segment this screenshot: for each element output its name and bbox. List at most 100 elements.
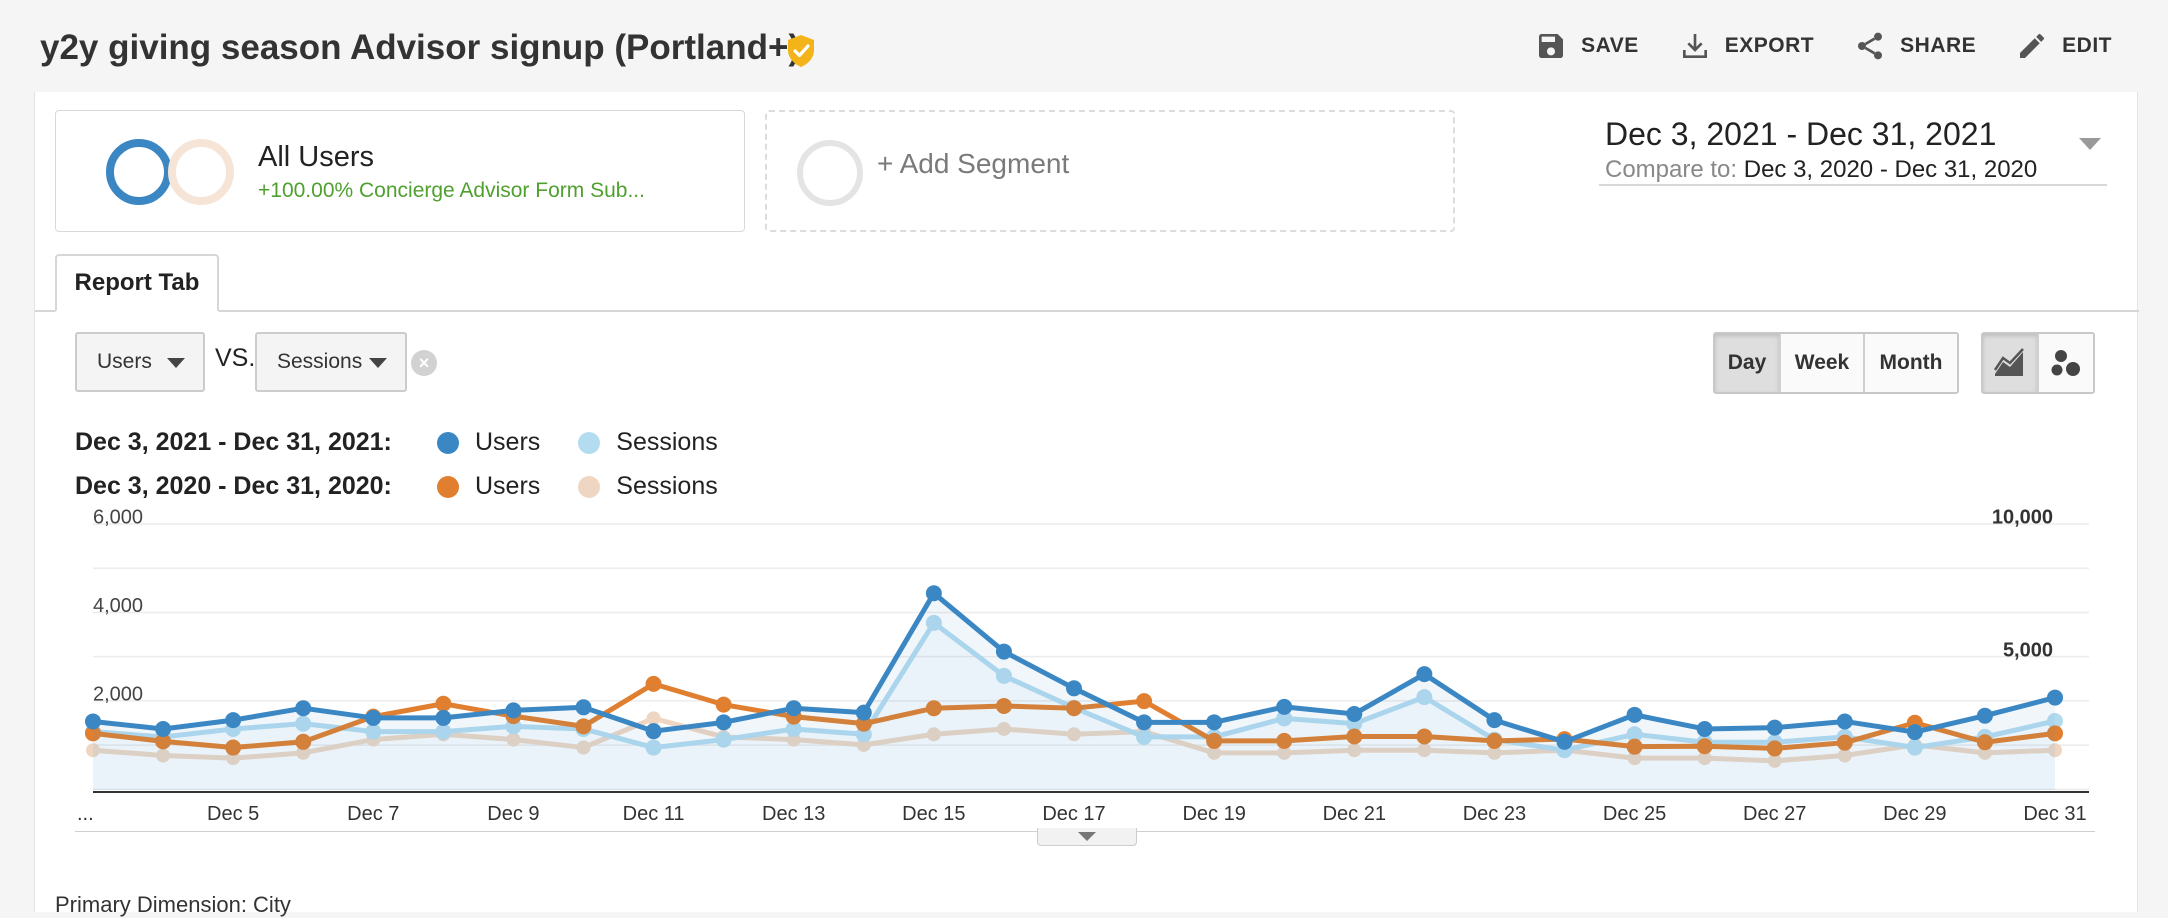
data-point-users-2020 (1276, 732, 1293, 749)
export-label: EXPORT (1724, 34, 1815, 57)
data-point-users-2021 (855, 704, 872, 721)
data-point-users-2021 (1136, 714, 1153, 731)
tab-report[interactable]: Report Tab (55, 254, 219, 312)
segment-all-users[interactable]: All Users +100.00% Concierge Advisor For… (55, 110, 745, 232)
legend-dot (437, 431, 459, 454)
legend-label: Users (475, 428, 541, 456)
data-point-users-2021 (715, 714, 732, 731)
share-icon (1858, 32, 1883, 60)
data-point-users-2021 (365, 709, 382, 726)
chart-collapse-handle[interactable] (1037, 828, 1137, 846)
x-tick-label: Dec 23 (1463, 803, 1526, 825)
data-point-sessions-2021 (1906, 739, 1923, 756)
data-point-users-2020 (1136, 693, 1153, 710)
data-point-sessions-2021 (1136, 728, 1153, 745)
segment-subtitle: +100.00% Concierge Advisor Form Sub... (258, 179, 645, 202)
legend-label: Sessions (616, 472, 718, 500)
chevron-down-icon (167, 358, 185, 368)
share-button[interactable]: SHARE (1854, 30, 1976, 62)
data-point-users-2020 (715, 696, 732, 713)
data-point-sessions-2021 (435, 723, 452, 740)
date-range-compare: Dec 3, 2020 - Dec 31, 2020 (1743, 156, 2038, 183)
date-range-picker[interactable]: Dec 3, 2021 - Dec 31, 2021 Compare to: D… (1599, 116, 2107, 186)
date-range-caret-icon (2079, 138, 2101, 150)
y-left-tick-label: 2,000 (93, 684, 143, 706)
add-segment-button[interactable]: + Add Segment (765, 110, 1455, 232)
data-point-users-2021 (1486, 712, 1503, 729)
legend-item-sessions-2020[interactable]: Sessions (578, 472, 718, 501)
chart-type-toggle (1981, 332, 2095, 394)
secondary-metric-select[interactable]: Sessions (255, 332, 407, 392)
legend-item-sessions-2021[interactable]: Sessions (578, 428, 718, 457)
data-point-users-2020 (1416, 728, 1433, 745)
data-point-sessions-2020 (1697, 751, 1712, 766)
data-point-users-2021 (1416, 666, 1433, 683)
bubble-chart-icon (2051, 350, 2080, 377)
line-chart-button[interactable] (1983, 334, 2039, 392)
data-point-users-2021 (1626, 706, 1643, 723)
data-point-users-2020 (1486, 732, 1503, 749)
data-point-users-2020 (1836, 734, 1853, 751)
granularity-week-button[interactable]: Week (1781, 334, 1865, 392)
legend-item-users-2020[interactable]: Users (437, 472, 540, 501)
x-tick-label: Dec 11 (623, 803, 685, 825)
area-sessions-2021 (93, 622, 2055, 790)
legend-dot (437, 475, 459, 498)
date-range-current: Dec 3, 2021 - Dec 31, 2021 (1605, 116, 1997, 152)
data-point-users-2021 (505, 702, 522, 719)
segment-ring-compare (168, 139, 234, 205)
legend-item-users-2021[interactable]: Users (437, 428, 540, 457)
edit-button[interactable]: EDIT (2016, 30, 2112, 62)
data-point-users-2021 (1696, 720, 1713, 737)
y-left-tick-label: 4,000 (93, 595, 143, 617)
legend-dot (578, 475, 601, 498)
data-point-users-2020 (1626, 738, 1643, 755)
data-point-sessions-2020 (1067, 727, 1081, 742)
data-point-users-2021 (85, 713, 101, 730)
data-point-sessions-2021 (1416, 689, 1433, 706)
data-point-users-2021 (2047, 689, 2063, 706)
data-point-users-2021 (295, 700, 312, 717)
primary-dimension-label: Primary Dimension: City (55, 892, 291, 917)
data-point-users-2021 (155, 720, 172, 737)
report-actions: SAVE EXPORT SHARE EDIT (1535, 30, 2112, 62)
data-point-users-2020 (435, 695, 452, 712)
granularity-month-button[interactable]: Month (1865, 334, 1957, 392)
legend-range-compare: Dec 3, 2020 - Dec 31, 2020: (75, 472, 392, 500)
clear-metric-icon[interactable]: × (411, 350, 437, 376)
x-tick-label: Dec 15 (902, 803, 965, 825)
x-tick-label: Dec 9 (487, 803, 539, 825)
data-point-sessions-2020 (156, 748, 171, 763)
granularity-day-button[interactable]: Day (1715, 334, 1781, 392)
x-tick-label: Dec 7 (347, 803, 399, 825)
data-point-users-2020 (2047, 725, 2063, 742)
y-right-tick-label: 5,000 (2003, 639, 2053, 661)
save-label: SAVE (1581, 34, 1639, 57)
data-point-users-2020 (1766, 740, 1783, 757)
data-point-sessions-2020 (1417, 743, 1432, 758)
legend-dot (578, 431, 601, 454)
data-point-users-2020 (1976, 734, 1993, 751)
data-point-users-2021 (1066, 680, 1082, 697)
vs-text: VS. (215, 344, 256, 372)
motion-chart-button[interactable] (2039, 334, 2093, 392)
report-title: y2y giving season Advisor signup (Portla… (40, 28, 801, 67)
export-button[interactable]: EXPORT (1679, 30, 1814, 62)
download-icon (1682, 34, 1707, 58)
legend-row-2020: Dec 3, 2020 - Dec 31, 2020: Users Sessio… (75, 472, 756, 501)
granularity-toggle: Day Week Month (1713, 332, 1959, 394)
data-point-users-2021 (1556, 733, 1573, 750)
data-point-users-2021 (1276, 698, 1293, 715)
data-point-users-2020 (575, 718, 592, 735)
data-point-users-2020 (1066, 700, 1082, 717)
data-point-sessions-2021 (715, 731, 732, 748)
verified-shield-icon (788, 35, 814, 67)
primary-metric-select[interactable]: Users (75, 332, 205, 392)
data-point-sessions-2020 (86, 743, 100, 758)
line-chart[interactable]: 6,000 4,000 2,000 10,000 5,000... Dec 5 Dec 7 D… (35, 92, 2139, 832)
add-segment-label: + Add Segment (877, 148, 1070, 179)
edit-label: EDIT (2062, 34, 2112, 57)
data-point-users-2020 (995, 697, 1012, 714)
data-point-sessions-2020 (296, 745, 311, 760)
save-button[interactable]: SAVE (1535, 30, 1639, 62)
